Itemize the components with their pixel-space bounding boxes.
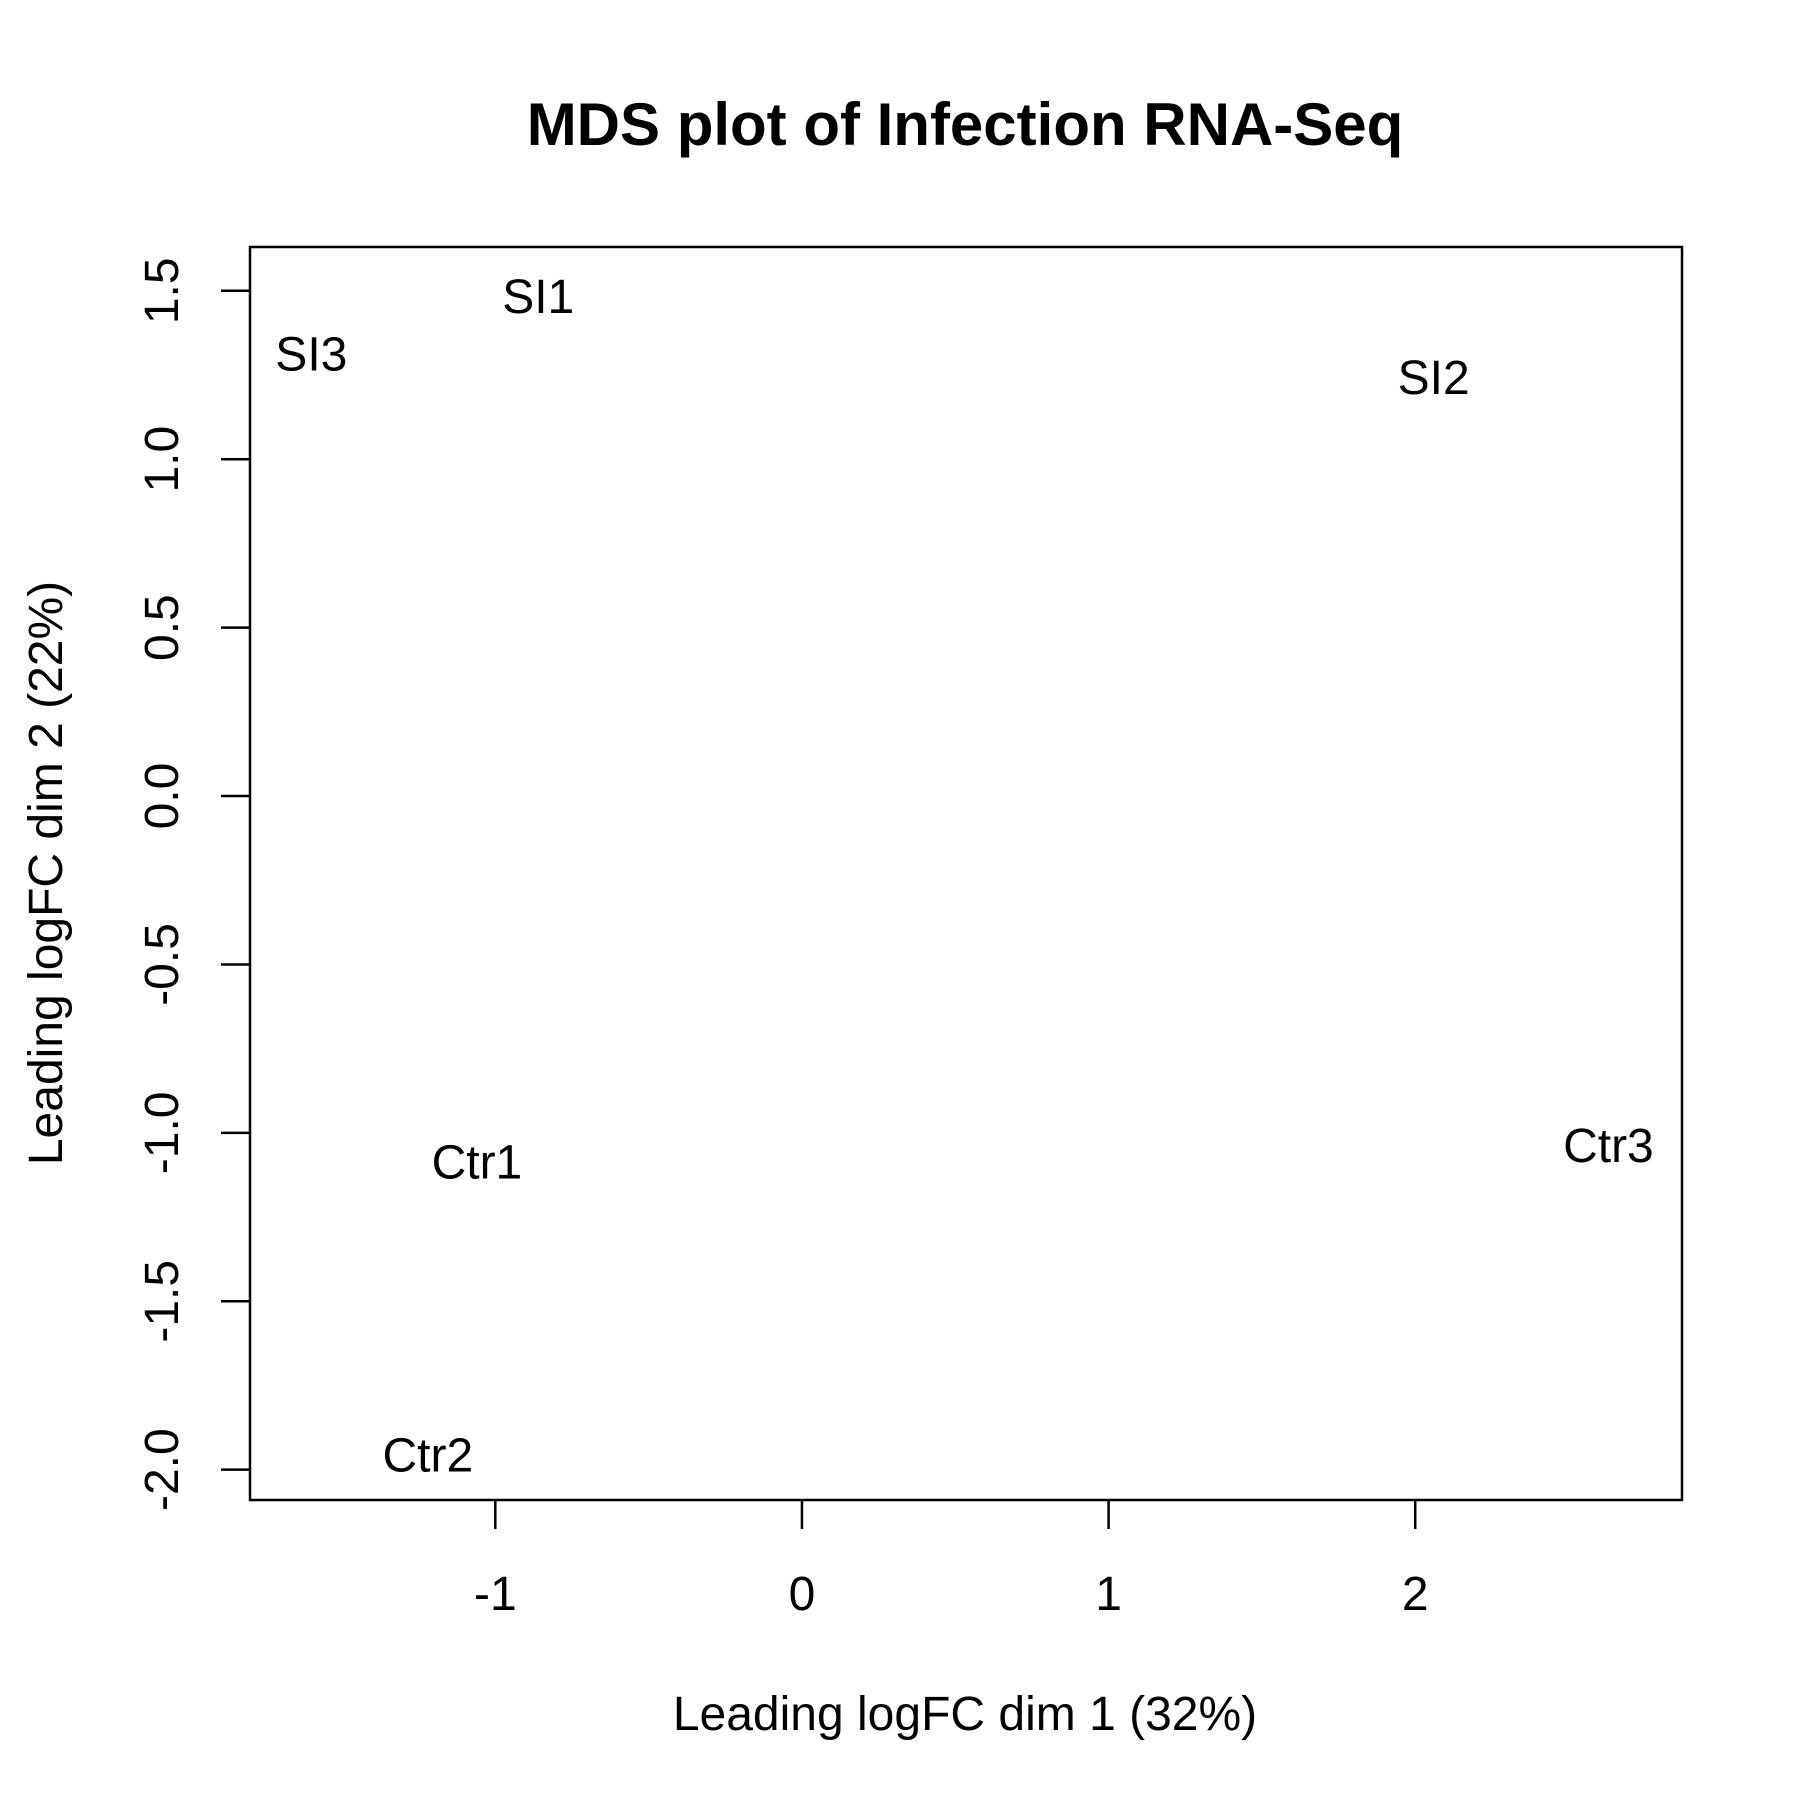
- point-label-ctr1: Ctr1: [432, 1137, 523, 1190]
- y-axis-label: Leading logFC dim 2 (22%): [20, 581, 73, 1165]
- x-tick-label: 0: [789, 1568, 816, 1621]
- y-tick-label: 1.5: [136, 257, 189, 324]
- point-label-si1: SI1: [502, 271, 574, 324]
- y-tick-label: 0.0: [136, 763, 189, 830]
- point-label-si2: SI2: [1398, 352, 1470, 405]
- x-tick-label: 1: [1095, 1568, 1122, 1621]
- y-tick-label: -0.5: [136, 923, 189, 1006]
- y-tick-label: 1.0: [136, 426, 189, 493]
- chart-title: MDS plot of Infection RNA-Seq: [527, 91, 1404, 158]
- point-label-si3: SI3: [275, 328, 347, 381]
- y-tick-label: -2.0: [136, 1428, 189, 1511]
- point-label-ctr2: Ctr2: [383, 1430, 474, 1483]
- plot-frame: [248, 245, 1684, 1502]
- x-tick-label: 2: [1402, 1568, 1429, 1621]
- y-tick-label: 0.5: [136, 594, 189, 661]
- x-axis: -1 0 1 2: [474, 1500, 1429, 1621]
- x-tick-label: -1: [474, 1568, 517, 1621]
- x-axis-label: Leading logFC dim 1 (32%): [673, 1688, 1257, 1741]
- y-axis: -2.0 -1.5 -1.0 -0.5 0.0 0.5 1.0 1.5: [136, 257, 250, 1511]
- y-tick-label: -1.5: [136, 1260, 189, 1343]
- data-points: SI1 SI3 SI2 Ctr1 Ctr3 Ctr2: [275, 271, 1653, 1483]
- point-label-ctr3: Ctr3: [1563, 1120, 1654, 1173]
- y-tick-label: -1.0: [136, 1091, 189, 1174]
